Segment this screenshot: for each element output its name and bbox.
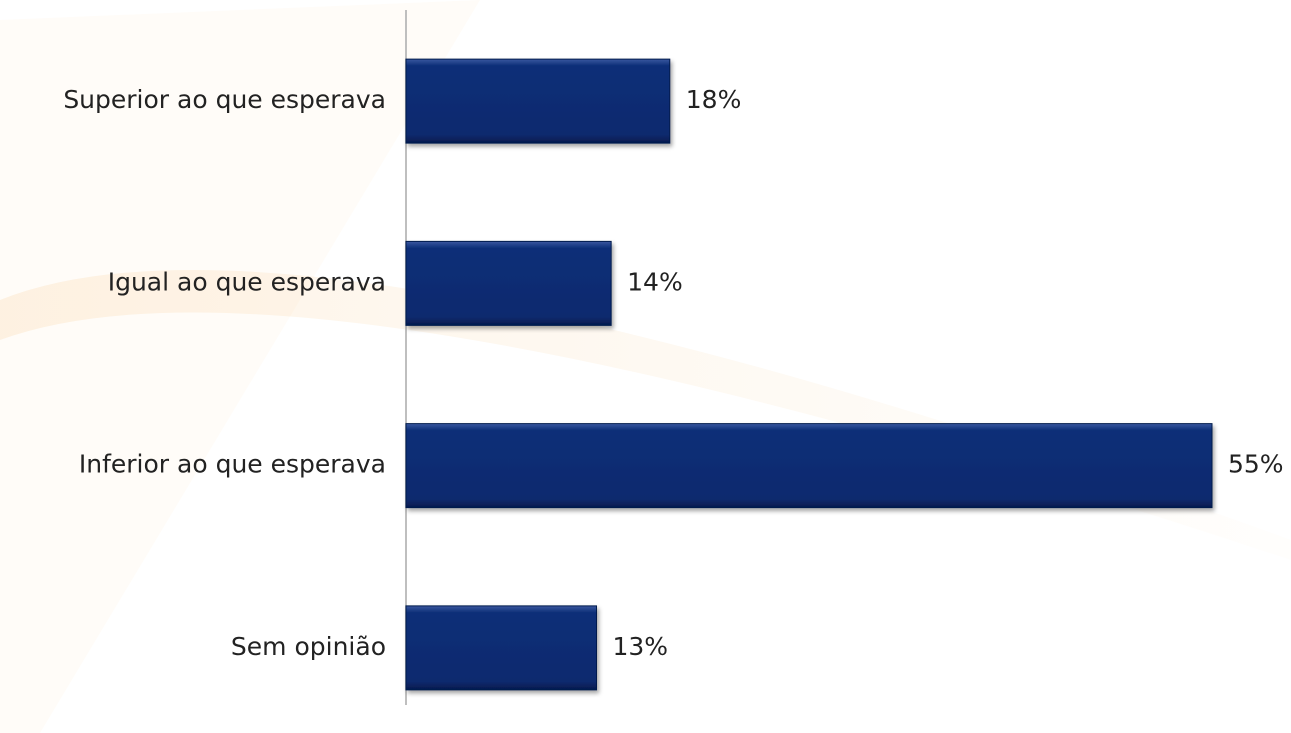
- value-label: 55%: [1228, 450, 1284, 479]
- bar: [405, 423, 1213, 509]
- bar: [405, 240, 612, 326]
- bar: [405, 605, 598, 691]
- value-label: 18%: [686, 85, 742, 114]
- background-swoosh: [0, 270, 1291, 560]
- category-label: Inferior ao que esperava: [79, 450, 386, 479]
- background-swoosh: [0, 0, 480, 733]
- category-label: Sem opinião: [231, 632, 386, 661]
- value-label: 13%: [613, 632, 669, 661]
- category-label: Igual ao que esperava: [108, 267, 386, 296]
- bar: [405, 58, 671, 144]
- value-label: 14%: [627, 267, 683, 296]
- category-label: Superior ao que esperava: [63, 85, 386, 114]
